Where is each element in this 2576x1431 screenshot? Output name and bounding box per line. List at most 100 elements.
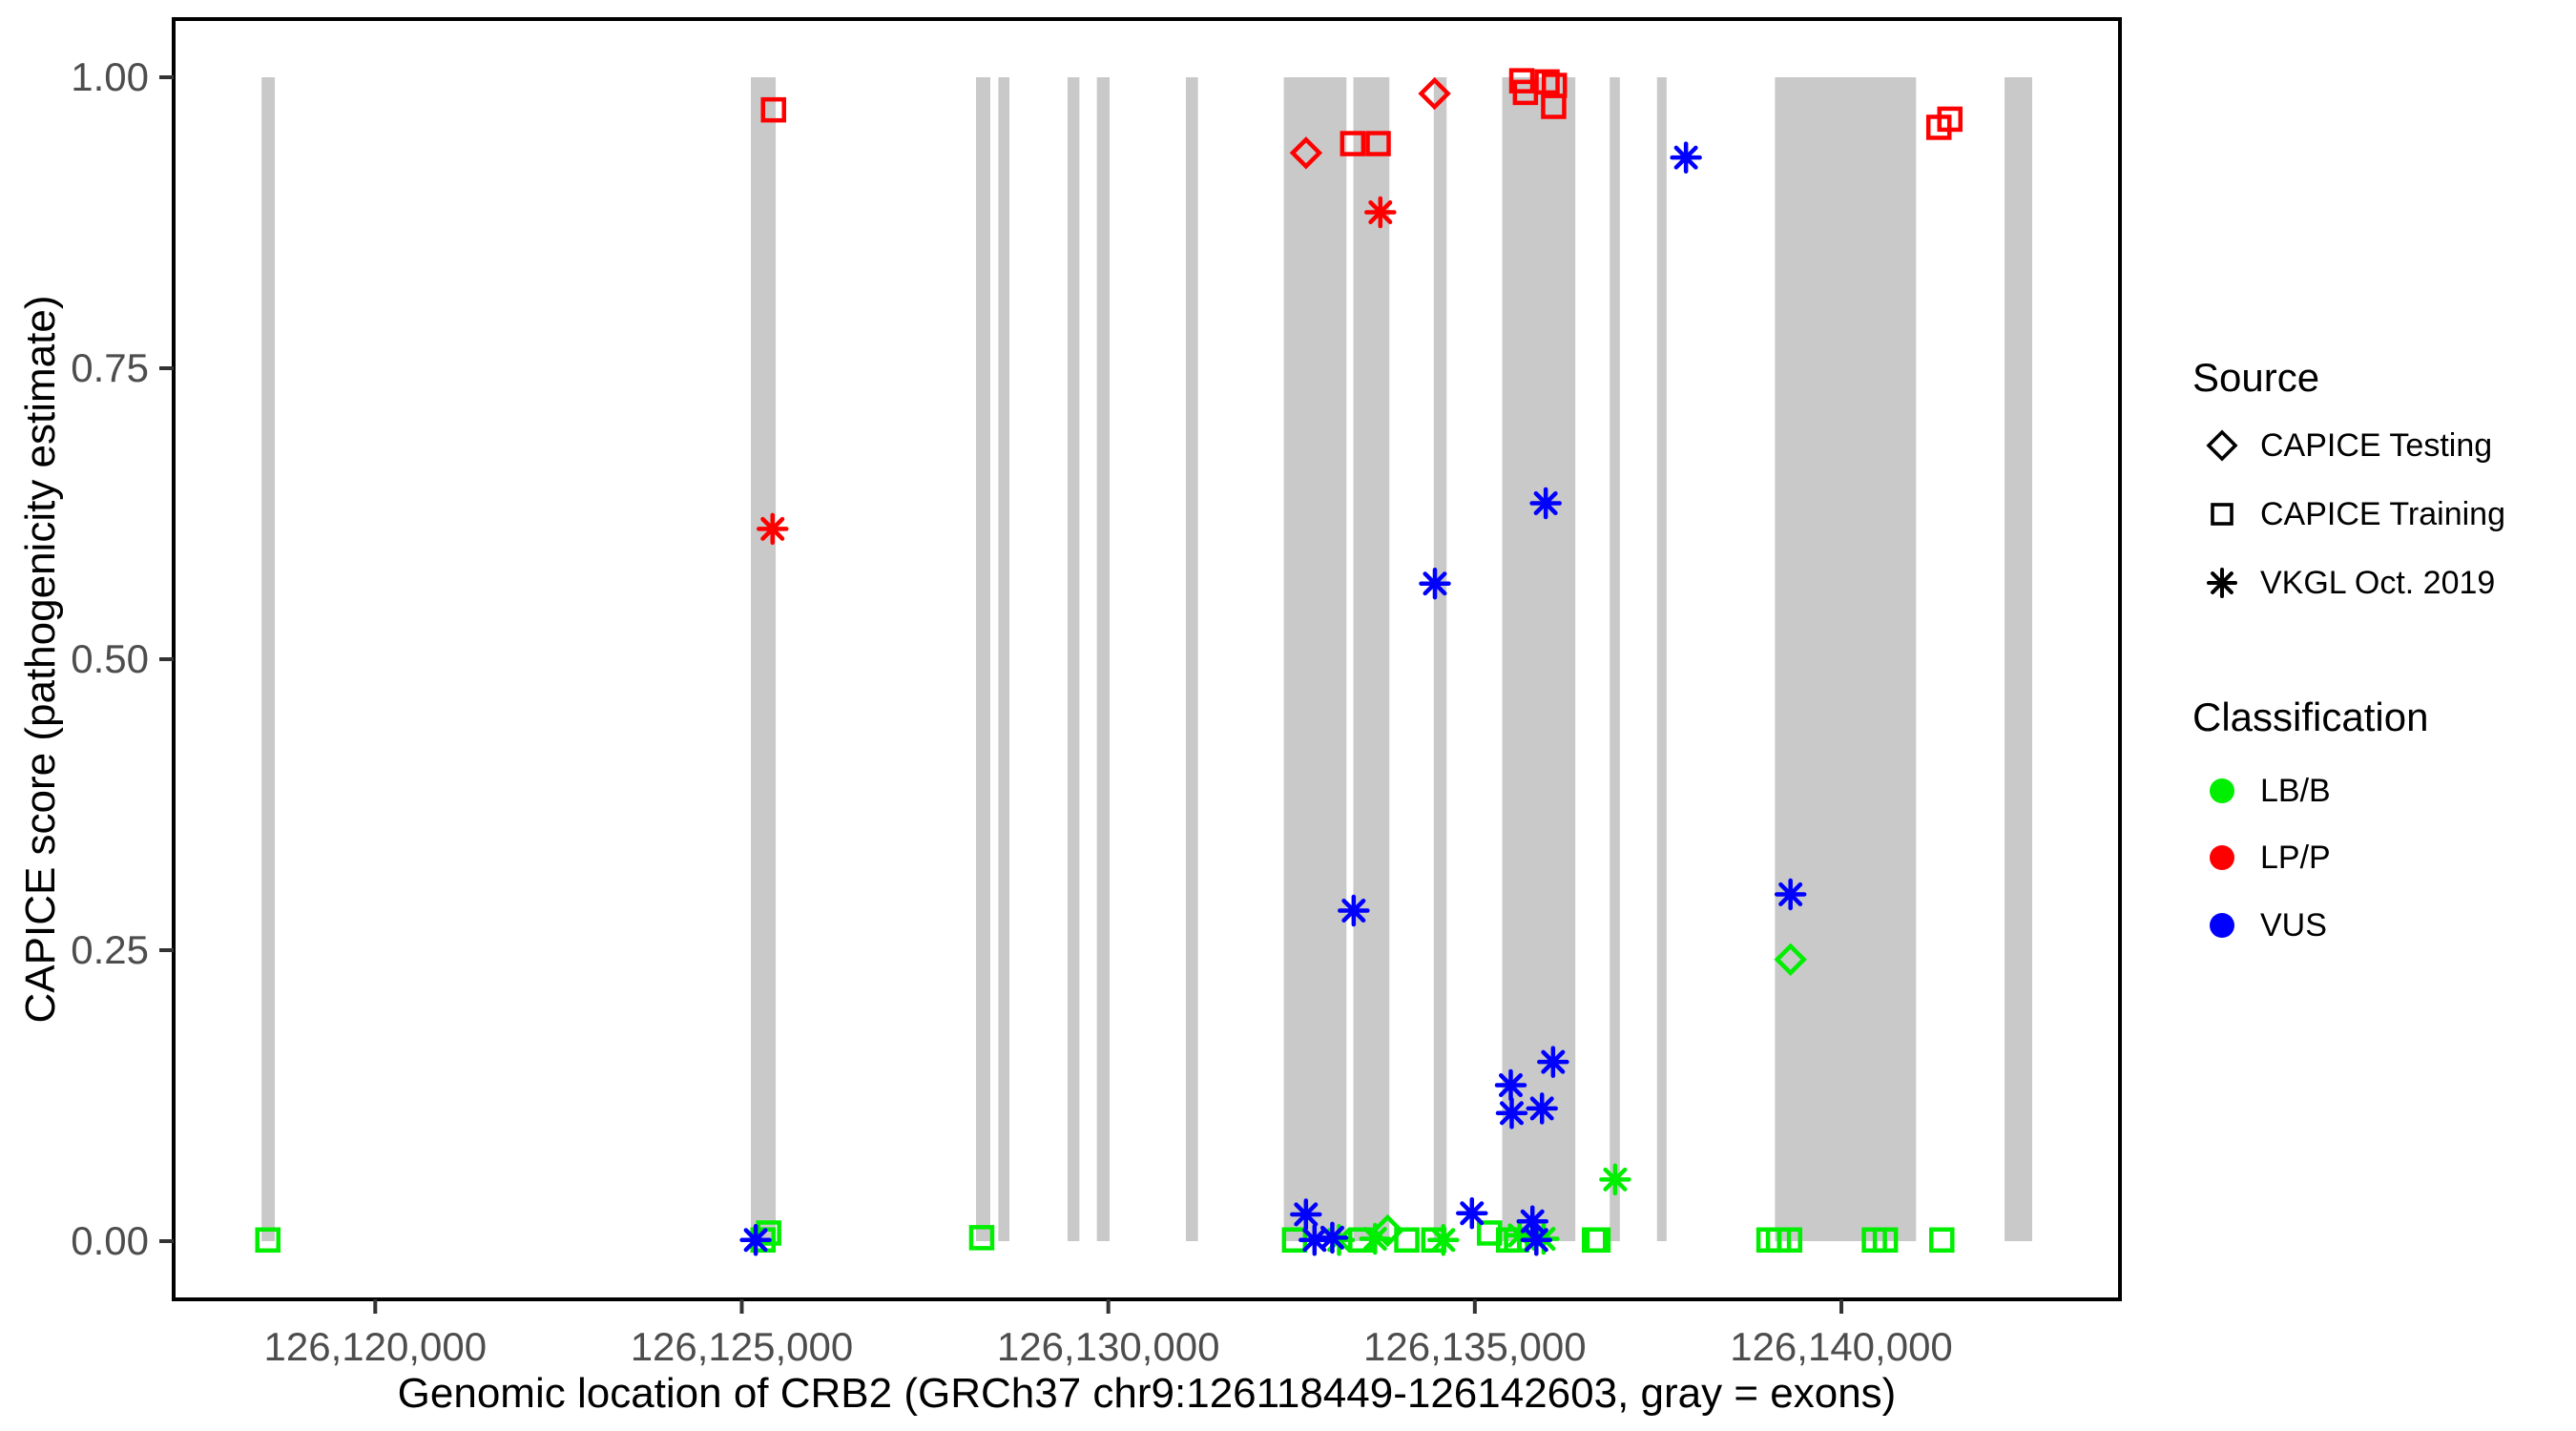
exon-band [998,77,1010,1241]
data-point-asterisk [1456,1196,1488,1230]
data-point-square [1541,93,1567,119]
exon-band [261,77,276,1241]
legend-label-lbb: LB/B [2260,772,2331,809]
x-axis-tick-label: 126,120,000 [264,1324,488,1369]
asterisk-stroke [1499,1101,1524,1126]
exon-band [1067,77,1080,1241]
data-point-diamond [1371,1213,1404,1248]
exon-band [1096,77,1110,1241]
asterisk-stroke [1423,571,1447,596]
data-point-diamond [1418,76,1451,111]
asterisk-stroke [1460,1201,1485,1226]
legend-label-capice-testing: CAPICE Testing [2260,426,2493,464]
y-axis-title: CAPICE score (pathogenicity estimate) [17,295,64,1024]
data-point-square [1937,106,1963,133]
asterisk-stroke [1541,1049,1566,1074]
data-point-asterisk [1537,1046,1569,1078]
asterisk-stroke [1533,491,1558,516]
legend-item-vus: VUS [2199,899,2327,952]
legend-item-capice-testing: CAPICE Testing [2199,419,2492,472]
data-point-asterisk [1599,1163,1631,1196]
legend-item-lpp: LP/P [2199,831,2331,884]
data-point-asterisk [1516,1205,1548,1238]
y-axis-tick-label: 0.50 [71,636,149,681]
legend-item-lbb: LB/B [2199,764,2331,818]
asterisk-stroke [1529,1096,1554,1121]
exon-band [2005,77,2033,1241]
x-axis-tick-label: 126,135,000 [1363,1324,1587,1369]
y-axis-tick-label: 0.00 [71,1218,149,1263]
data-point-asterisk [1316,1221,1349,1255]
data-point-asterisk [1526,1092,1558,1125]
exon-band [751,77,777,1241]
data-point-asterisk [739,1224,772,1256]
asterisk-stroke [1319,1225,1344,1250]
exon-band [1283,77,1347,1241]
y-axis-tick-label: 1.00 [71,54,149,99]
exon-band [1610,77,1620,1241]
asterisk-stroke [1524,1228,1548,1253]
legend-label-lpp: LP/P [2260,839,2331,876]
y-axis-tick-label: 0.25 [71,927,149,972]
data-point-asterisk [1427,1224,1460,1256]
data-point-asterisk [1670,141,1702,174]
exon-band [1353,77,1390,1241]
data-point-square [1534,69,1560,95]
asterisk-stroke [760,516,785,541]
data-point-diamond [1774,943,1807,976]
data-point-diamond [1289,136,1323,170]
exon-band [1185,77,1198,1241]
data-point-square [1365,131,1391,156]
exon-band [1433,77,1447,1241]
asterisk-stroke [1431,1228,1456,1253]
data-point-asterisk [1364,196,1397,229]
x-axis-title: Genomic location of CRB2 (GRCh37 chr9:12… [397,1370,1897,1417]
data-point-asterisk [1338,894,1370,927]
legend-item-capice-training: CAPICE Training [2199,487,2505,541]
data-point-square [1929,1227,1955,1254]
asterisk-stroke [1294,1202,1319,1227]
legend-item-vkgl: VKGL Oct. 2019 [2199,556,2495,610]
data-point-asterisk [1419,567,1451,600]
legend-label-capice-training: CAPICE Training [2260,495,2505,532]
asterisk-stroke [1673,145,1698,170]
data-point-square [1340,131,1366,156]
data-point-square [1585,1227,1611,1254]
data-point-square [1872,1227,1899,1254]
asterisk-stroke [743,1228,768,1253]
legend-source-title: Source [2192,355,2320,400]
data-point-square [1776,1227,1803,1254]
exon-band [1775,77,1917,1241]
legend-label-vkgl: VKGL Oct. 2019 [2260,564,2496,601]
legend-classification-title: Classification [2192,695,2429,739]
legend-label-vus: VUS [2260,906,2327,944]
blue-dot-icon [2210,913,2234,938]
data-point-asterisk [1494,1068,1527,1102]
square-icon [2211,503,2233,526]
asterisk-stroke [1302,1228,1327,1253]
asterisk-stroke [1368,200,1393,225]
data-point-square [756,1220,781,1246]
diamond-icon [2206,429,2238,462]
exon-band [975,77,990,1241]
data-point-asterisk [1290,1198,1322,1231]
data-point-asterisk [1774,878,1807,911]
data-point-square [255,1227,280,1254]
data-point-asterisk [757,512,789,546]
data-point-asterisk [1520,1224,1553,1256]
data-point-asterisk [1495,1097,1528,1130]
x-axis-tick-label: 126,140,000 [1730,1324,1953,1369]
asterisk-stroke [1778,881,1803,906]
asterisk-stroke [1498,1073,1523,1098]
data-point-square [760,96,787,123]
asterisk-stroke [1362,1227,1387,1252]
x-axis-tick-label: 126,125,000 [631,1324,854,1369]
red-dot-icon [2210,845,2234,870]
x-axis-tick-label: 126,130,000 [997,1324,1220,1369]
asterisk-stroke [1341,899,1366,923]
asterisk-stroke [1603,1167,1628,1192]
asterisk-icon [2207,568,2237,598]
exon-band [1656,77,1667,1241]
